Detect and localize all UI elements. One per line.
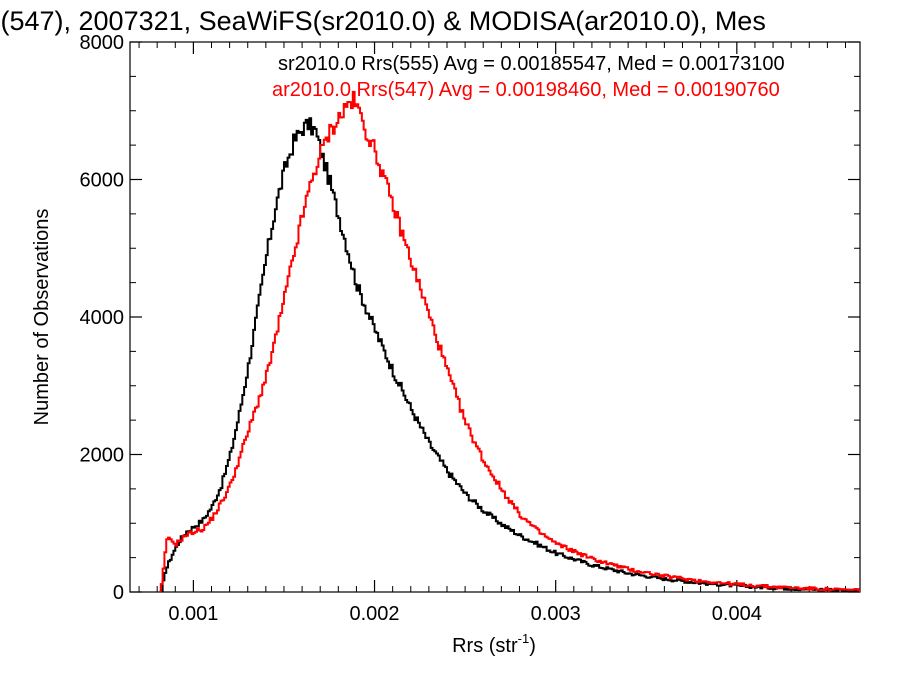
x-tick-label-1: 0.002 [350,603,400,625]
x-tick-label-0: 0.001 [168,603,218,625]
x-tick-label-2: 0.003 [531,603,581,625]
series-line-sr2010 [159,117,860,592]
axis-ticks: 0.001 0.002 0.003 0.004 0 2000 4000 6000 8000 [80,32,860,625]
x-tick-label-3: 0.004 [712,603,762,625]
series-line-ar2010 [159,90,860,592]
legend-entry-ar2010: ar2010.0 Rrs(547) Avg = 0.00198460, Med … [272,79,780,101]
y-axis-label: Number of Observations [31,209,53,426]
legend-entry-sr2010: sr2010.0 Rrs(555) Avg = 0.00185547, Med … [278,53,785,75]
y-tick-label-0: 0 [113,582,124,604]
x-axis-label: Rrs (str-1) [452,631,536,657]
y-tick-label-2: 4000 [80,307,125,329]
chart-title: rs(547), 2007321, SeaWiFS(sr2010.0) & MO… [0,6,766,36]
y-tick-label-1: 2000 [80,445,125,467]
plot-frame [129,41,861,593]
y-tick-label-4: 8000 [80,32,125,54]
y-tick-label-3: 6000 [80,170,125,192]
